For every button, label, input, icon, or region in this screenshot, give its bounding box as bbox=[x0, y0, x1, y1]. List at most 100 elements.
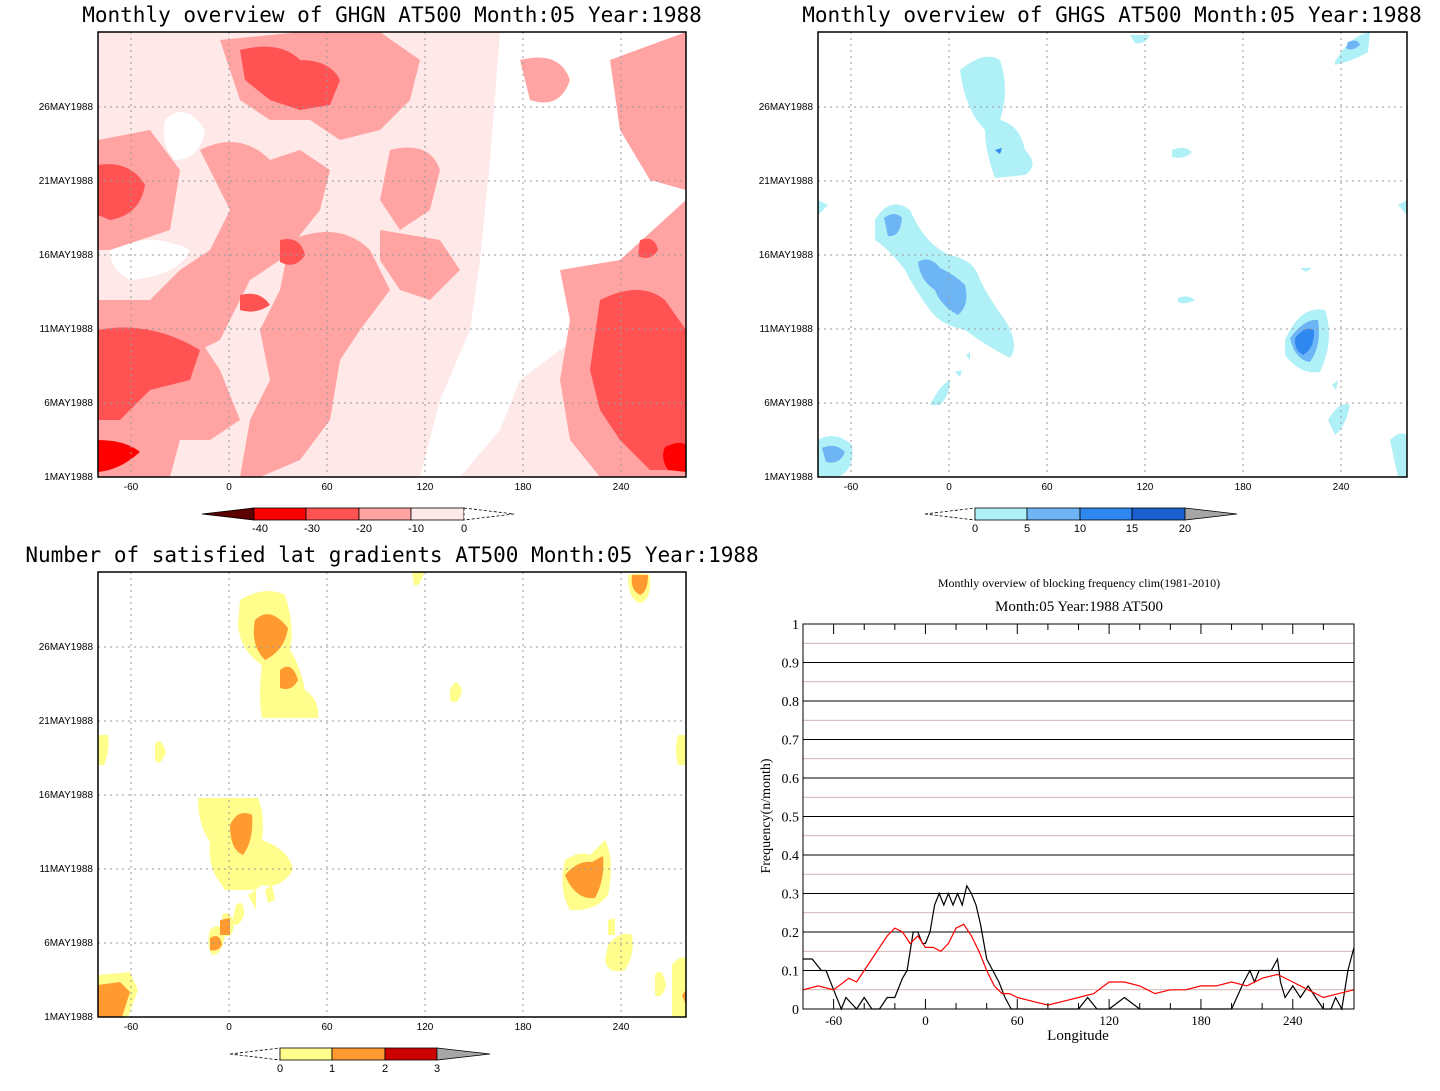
ghgn-ytick: 16MAY1988 bbox=[39, 250, 94, 261]
ghgs-grid bbox=[818, 32, 1407, 477]
satisfied-y-axis: 1MAY1988 6MAY1988 11MAY1988 16MAY1988 21… bbox=[39, 642, 94, 1023]
line-chart-ytick: 0.8 bbox=[782, 695, 800, 710]
line-series-1 bbox=[802, 923, 1355, 1006]
line-chart-ytick: 1 bbox=[792, 618, 799, 633]
line-chart-ytick: 0.2 bbox=[782, 926, 800, 941]
ghgn-cbar-label: -30 bbox=[304, 523, 320, 535]
satisfied-colorbar: 0 1 2 3 bbox=[229, 1047, 491, 1075]
ghgn-ytick: 11MAY1988 bbox=[39, 324, 93, 335]
panel-ghgs: Monthly overview of GHGS AT500 Month:05 … bbox=[759, 3, 1422, 535]
panel-blocking-frequency: Monthly overview of blocking frequency c… bbox=[759, 576, 1355, 1044]
line-chart-series bbox=[802, 884, 1355, 1011]
line-chart-xtick: -60 bbox=[825, 1013, 842, 1028]
satisfied-ytick: 6MAY1988 bbox=[44, 938, 93, 949]
satisfied-ytick: 1MAY1988 bbox=[44, 1012, 93, 1023]
ghgn-grid bbox=[98, 32, 686, 477]
line-chart-ytick: 0.9 bbox=[782, 657, 800, 672]
line-chart-y-axis: 0 0.1 0.2 0.3 0.4 0.5 0.6 0.7 0.8 0.9 1 bbox=[782, 618, 800, 1018]
satisfied-cbar-label: 3 bbox=[434, 1063, 440, 1075]
ghgn-colorbar: -40 -30 -20 -10 0 bbox=[201, 507, 515, 535]
panel-ghgn: Monthly overview of GHGN AT500 Month:05 … bbox=[39, 3, 702, 535]
satisfied-xtick: 240 bbox=[613, 1022, 630, 1033]
ghgn-contour-field bbox=[98, 32, 686, 477]
satisfied-ytick: 26MAY1988 bbox=[39, 642, 94, 653]
satisfied-cbar-label: 2 bbox=[382, 1063, 388, 1075]
ghgs-ytick: 21MAY1988 bbox=[759, 176, 814, 187]
ghgs-colorbar: 0 5 10 15 20 bbox=[924, 507, 1238, 535]
ghgs-xtick: 120 bbox=[1137, 482, 1154, 493]
ghgn-ytick: 21MAY1988 bbox=[39, 176, 94, 187]
line-chart-xtick: 0 bbox=[922, 1013, 929, 1028]
satisfied-cbar-label: 0 bbox=[277, 1063, 283, 1075]
ghgn-x-axis: -60 0 60 120 180 240 bbox=[124, 482, 630, 493]
ghgn-ytick: 6MAY1988 bbox=[44, 398, 93, 409]
ghgs-ytick: 1MAY1988 bbox=[764, 472, 813, 483]
satisfied-plot-frame bbox=[97, 571, 687, 1018]
satisfied-grid bbox=[98, 572, 686, 1017]
ghgn-xtick: 0 bbox=[226, 482, 232, 493]
ghgs-ytick: 16MAY1988 bbox=[759, 250, 814, 261]
ghgs-cbar-label: 20 bbox=[1179, 523, 1191, 535]
ghgn-xtick: 120 bbox=[417, 482, 434, 493]
ghgs-cbar-label: 5 bbox=[1024, 523, 1030, 535]
ghgn-plot-frame bbox=[97, 31, 687, 478]
ghgs-xtick: 60 bbox=[1041, 482, 1053, 493]
line-chart-ylabel: Frequency(n/month) bbox=[759, 758, 774, 873]
line-chart-ytick: 0.7 bbox=[782, 734, 800, 749]
ghgs-y-axis: 1MAY1988 6MAY1988 11MAY1988 16MAY1988 21… bbox=[759, 102, 814, 483]
ghgs-cbar-label: 0 bbox=[972, 523, 978, 535]
satisfied-xtick: -60 bbox=[124, 1022, 139, 1033]
ghgn-cbar-label: 0 bbox=[461, 523, 467, 535]
ghgs-ytick: 26MAY1988 bbox=[759, 102, 814, 113]
line-chart-ytick: 0.4 bbox=[782, 849, 800, 864]
line-chart-xtick: 180 bbox=[1191, 1013, 1211, 1028]
satisfied-xtick: 0 bbox=[226, 1022, 232, 1033]
line-chart-xtick: 60 bbox=[1011, 1013, 1024, 1028]
ghgs-xtick: 180 bbox=[1235, 482, 1252, 493]
ghgs-ytick: 6MAY1988 bbox=[764, 398, 813, 409]
ghgn-cbar-label: -10 bbox=[408, 523, 424, 535]
line-chart-xtick: 120 bbox=[1099, 1013, 1119, 1028]
panel-satisfied: Number of satisfied lat gradients AT500 … bbox=[25, 543, 758, 1075]
ghgs-plot-frame bbox=[817, 31, 1408, 478]
ghgs-cbar-label: 15 bbox=[1126, 523, 1138, 535]
line-chart-ytick: 0.5 bbox=[782, 811, 800, 826]
line-chart-ytick: 0.1 bbox=[782, 965, 800, 980]
line-chart-xlabel: Longitude bbox=[1047, 1028, 1109, 1044]
ghgn-xtick: 240 bbox=[613, 482, 630, 493]
ghgs-ytick: 11MAY1988 bbox=[759, 324, 813, 335]
line-chart-ytick: 0.3 bbox=[782, 888, 800, 903]
satisfied-ytick: 11MAY1988 bbox=[39, 864, 93, 875]
satisfied-xtick: 180 bbox=[515, 1022, 532, 1033]
satisfied-x-axis: -60 0 60 120 180 240 bbox=[124, 1022, 630, 1033]
ghgn-cbar-label: -40 bbox=[252, 523, 268, 535]
ghgs-x-axis: -60 0 60 120 180 240 bbox=[844, 482, 1350, 493]
ghgs-cbar-label: 10 bbox=[1074, 523, 1086, 535]
line-chart-x-axis: -60 0 60 120 180 240 bbox=[802, 624, 1355, 1028]
ghgn-xtick: 60 bbox=[321, 482, 333, 493]
satisfied-xtick: 120 bbox=[417, 1022, 434, 1033]
line-chart-subtitle: Month:05 Year:1988 AT500 bbox=[995, 599, 1163, 615]
line-chart-grid bbox=[803, 642, 1354, 991]
ghgs-xtick: 240 bbox=[1333, 482, 1350, 493]
ghgn-xtick: 180 bbox=[515, 482, 532, 493]
satisfied-ytick: 16MAY1988 bbox=[39, 790, 94, 801]
line-chart-title: Monthly overview of blocking frequency c… bbox=[938, 576, 1220, 590]
satisfied-ytick: 21MAY1988 bbox=[39, 716, 94, 727]
ghgs-title: Monthly overview of GHGS AT500 Month:05 … bbox=[802, 3, 1422, 27]
ghgn-title: Monthly overview of GHGN AT500 Month:05 … bbox=[82, 3, 702, 27]
ghgs-xtick: -60 bbox=[844, 482, 859, 493]
line-chart-ytick: 0.6 bbox=[782, 772, 800, 787]
ghgn-ytick: 26MAY1988 bbox=[39, 102, 94, 113]
ghgn-ytick: 1MAY1988 bbox=[44, 472, 93, 483]
line-series-0 bbox=[803, 884, 1355, 1011]
ghgn-y-axis: 1MAY1988 6MAY1988 11MAY1988 16MAY1988 21… bbox=[39, 102, 94, 483]
ghgs-xtick: 0 bbox=[946, 482, 952, 493]
line-chart-ytick: 0 bbox=[792, 1003, 799, 1018]
line-chart-xtick: 240 bbox=[1283, 1013, 1303, 1028]
satisfied-xtick: 60 bbox=[321, 1022, 333, 1033]
ghgn-xtick: -60 bbox=[124, 482, 139, 493]
satisfied-cbar-label: 1 bbox=[329, 1063, 335, 1075]
satisfied-title: Number of satisfied lat gradients AT500 … bbox=[25, 543, 758, 567]
